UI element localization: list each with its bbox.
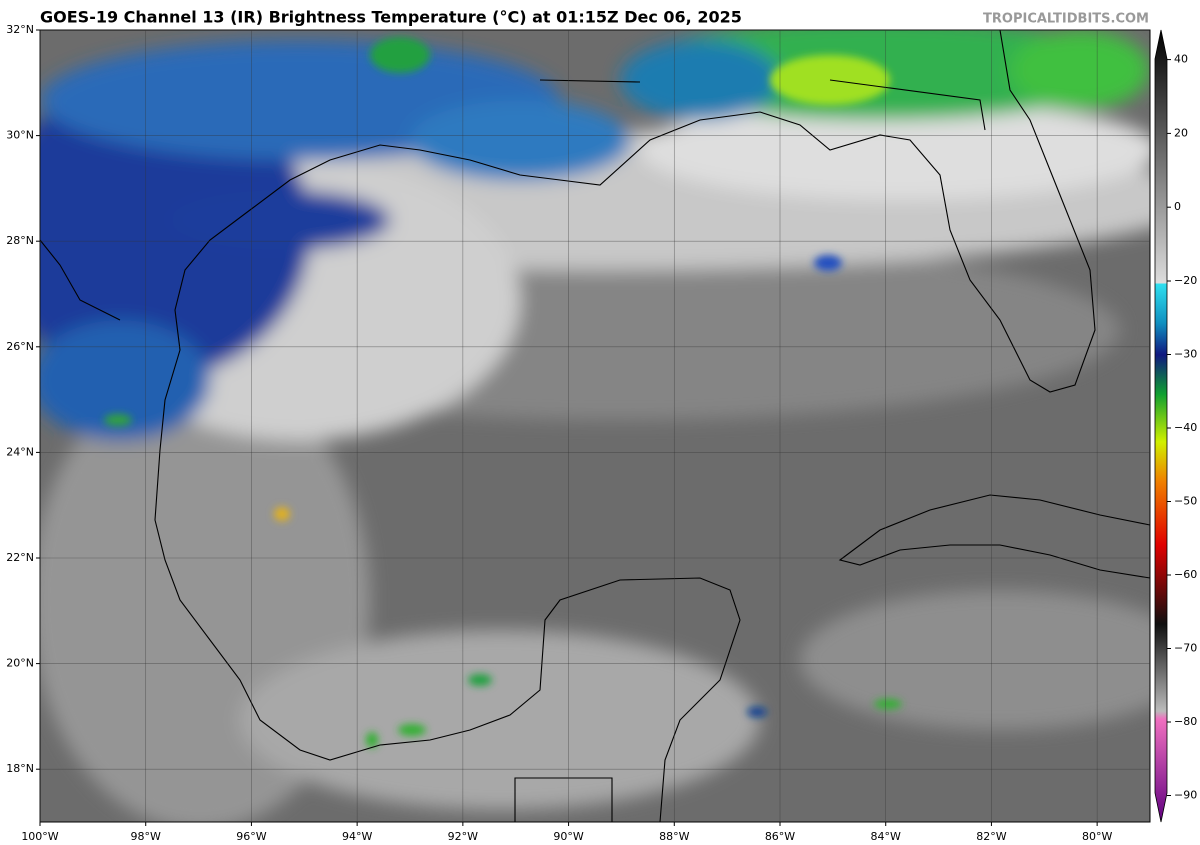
lat-tick-label: 28°N (6, 234, 34, 247)
lat-tick-label: 22°N (6, 551, 34, 564)
colorbar-label: −70 (1174, 642, 1197, 655)
lon-tick-label: 82°W (976, 830, 1006, 843)
lon-tick-label: 100°W (21, 830, 58, 843)
lon-tick-label: 94°W (342, 830, 372, 843)
lon-tick-label: 84°W (871, 830, 901, 843)
colorbar-label: −60 (1174, 568, 1197, 581)
colorbar-label: −40 (1174, 421, 1197, 434)
colorbar-label: −80 (1174, 715, 1197, 728)
colorbar-label: 0 (1174, 200, 1181, 213)
lat-tick-label: 32°N (6, 23, 34, 36)
lon-tick-label: 96°W (236, 830, 266, 843)
lon-tick-label: 88°W (659, 830, 689, 843)
lon-tick-label: 86°W (765, 830, 795, 843)
colorbar-label: −30 (1174, 348, 1197, 361)
colorbar-label: 40 (1174, 53, 1188, 66)
site-credit: TROPICALTIDBITS.COM (983, 12, 1149, 27)
lon-tick-label: 80°W (1082, 830, 1112, 843)
colorbar-label: 20 (1174, 126, 1188, 139)
lon-tick-label: 90°W (553, 830, 583, 843)
lon-tick-label: 98°W (131, 830, 161, 843)
lat-tick-label: 20°N (6, 657, 34, 670)
colorbar (1154, 29, 1168, 823)
satellite-imagery (40, 30, 1150, 822)
lat-tick-label: 30°N (6, 129, 34, 142)
colorbar-label: −50 (1174, 495, 1197, 508)
map-title: GOES-19 Channel 13 (IR) Brightness Tempe… (40, 8, 742, 27)
lon-tick-label: 92°W (448, 830, 478, 843)
colorbar-label: −20 (1174, 274, 1197, 287)
colorbar-label: −90 (1174, 789, 1197, 802)
lat-tick-label: 24°N (6, 445, 34, 458)
lat-tick-label: 18°N (6, 762, 34, 775)
lat-tick-label: 26°N (6, 340, 34, 353)
